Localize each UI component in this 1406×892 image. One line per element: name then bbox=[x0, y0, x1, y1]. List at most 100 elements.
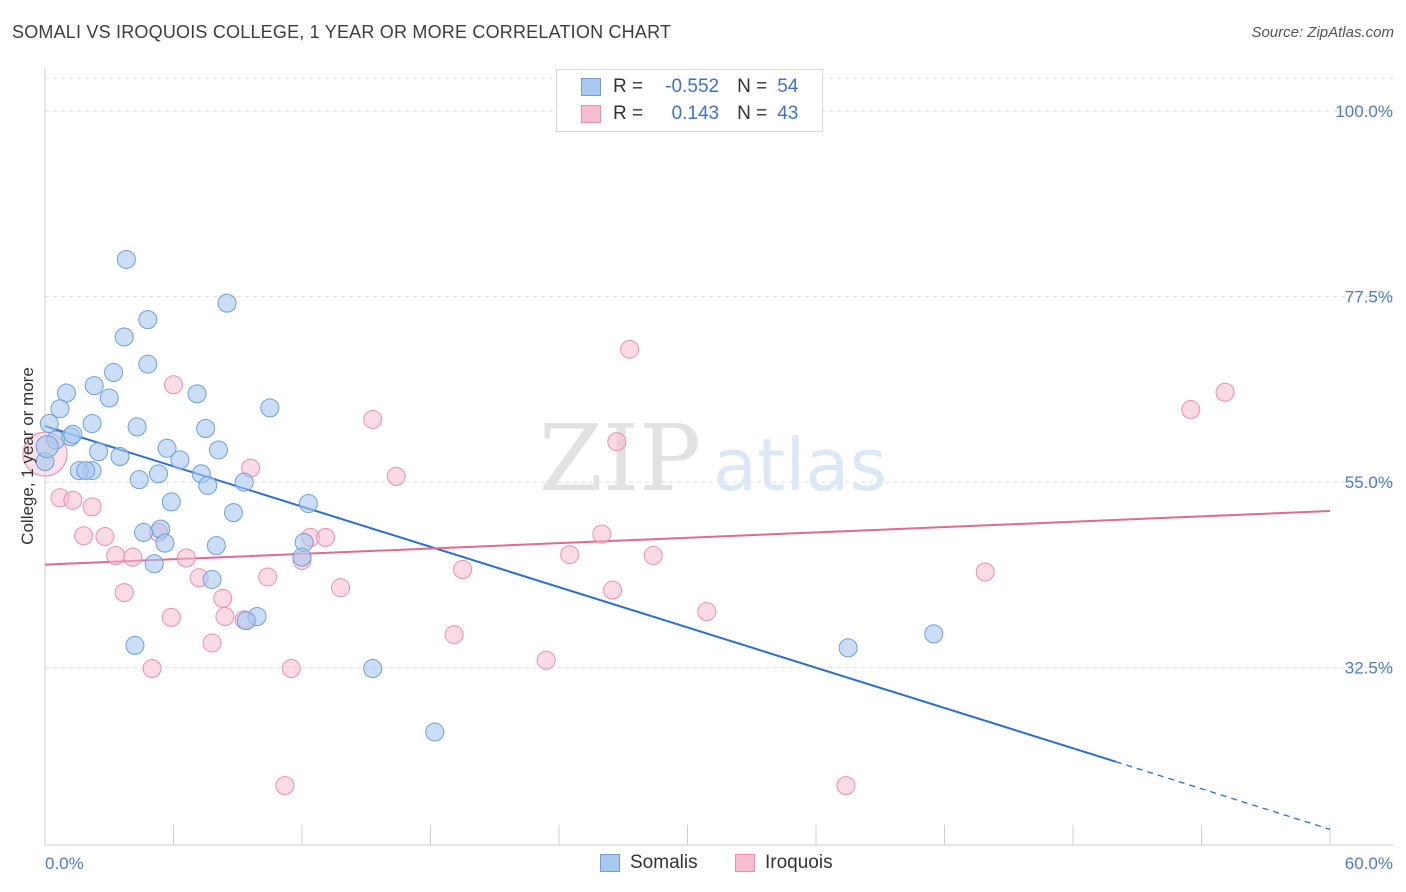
iroquois-point bbox=[453, 560, 473, 580]
somalis-point bbox=[196, 419, 216, 439]
iroquois-point bbox=[123, 547, 143, 567]
iroquois-point bbox=[213, 588, 233, 608]
somalis-points bbox=[35, 249, 944, 742]
watermark: ZIP atlas bbox=[539, 405, 887, 512]
watermark-atlas: atlas bbox=[713, 423, 887, 507]
iroquois-point bbox=[536, 650, 556, 670]
somalis-point bbox=[157, 438, 177, 458]
r-label: R = bbox=[613, 76, 644, 97]
legend-label-iroquois: Iroquois bbox=[765, 852, 833, 873]
y-axis-label: College, 1 year or more bbox=[18, 367, 37, 545]
somalis-point bbox=[39, 414, 59, 434]
chart-title: SOMALI VS IROQUOIS COLLEGE, 1 YEAR OR MO… bbox=[12, 22, 672, 42]
somalis-point bbox=[217, 293, 237, 313]
x-tick-label: 0.0% bbox=[45, 854, 84, 873]
watermark-zip: ZIP bbox=[539, 405, 701, 512]
somalis-point bbox=[223, 503, 243, 523]
somalis-point bbox=[110, 447, 130, 467]
correlation-legend: R = -0.552 N = 54 R = 0.143 N = 43 bbox=[556, 69, 823, 132]
iroquois-point bbox=[603, 580, 623, 600]
iroquois-point bbox=[620, 339, 640, 359]
y-tick-label: 55.0% bbox=[1345, 473, 1393, 492]
somalis-swatch bbox=[600, 854, 620, 872]
y-tick-label: 100.0% bbox=[1335, 102, 1393, 121]
somalis-point bbox=[116, 249, 136, 269]
y-tick-label: 77.5% bbox=[1345, 288, 1393, 307]
somalis-trend-line bbox=[44, 425, 1117, 763]
r-value: -0.552 bbox=[665, 76, 720, 97]
iroquois-swatch bbox=[581, 105, 601, 123]
somalis-point bbox=[155, 533, 175, 553]
somalis-point bbox=[82, 414, 102, 434]
somalis-swatch bbox=[581, 78, 601, 96]
somalis-point bbox=[260, 398, 280, 418]
iroquois-point bbox=[176, 548, 196, 568]
legend-item-iroquois: Iroquois bbox=[735, 852, 833, 874]
r-label: R = bbox=[613, 103, 644, 124]
iroquois-swatch bbox=[735, 854, 755, 872]
legend-row-somalis: R = -0.552 N = 54 bbox=[581, 75, 798, 99]
iroquois-point bbox=[63, 490, 83, 510]
somalis-point bbox=[198, 475, 218, 495]
n-value: 54 bbox=[777, 76, 799, 97]
somalis-point bbox=[298, 494, 318, 514]
iroquois-point bbox=[643, 546, 663, 566]
somalis-point bbox=[89, 442, 109, 462]
n-label: N = bbox=[737, 76, 768, 97]
x-tick-label: 60.0% bbox=[1345, 854, 1393, 873]
iroquois-point bbox=[106, 546, 126, 566]
iroquois-point bbox=[114, 583, 134, 603]
somalis-point bbox=[187, 384, 207, 404]
iroquois-point bbox=[975, 562, 995, 582]
iroquois-point bbox=[74, 526, 94, 546]
somalis-point bbox=[144, 554, 164, 574]
iroquois-point bbox=[592, 524, 612, 544]
somalis-point bbox=[99, 388, 119, 408]
iroquois-point bbox=[215, 607, 235, 627]
somalis-point bbox=[924, 624, 944, 644]
source-credit: Source: ZipAtlas.com bbox=[1251, 24, 1394, 41]
somalis-point bbox=[138, 310, 158, 330]
somalis-point bbox=[170, 450, 190, 470]
somalis-point bbox=[161, 492, 181, 512]
iroquois-point bbox=[258, 567, 278, 587]
somalis-point bbox=[35, 435, 59, 459]
somalis-point bbox=[425, 722, 445, 742]
iroquois-point bbox=[1215, 382, 1235, 402]
iroquois-point bbox=[316, 527, 336, 547]
legend-row-iroquois: R = 0.143 N = 43 bbox=[581, 102, 798, 126]
iroquois-point bbox=[275, 776, 295, 796]
somalis-point bbox=[206, 536, 226, 556]
somalis-point bbox=[134, 522, 154, 542]
somalis-point bbox=[127, 417, 147, 437]
somalis-point bbox=[104, 362, 124, 382]
somalis-point bbox=[202, 569, 222, 589]
somalis-point bbox=[129, 470, 149, 490]
somalis-point bbox=[50, 399, 70, 419]
iroquois-point bbox=[697, 602, 717, 622]
iroquois-point bbox=[444, 625, 464, 645]
somalis-point bbox=[125, 635, 145, 655]
iroquois-point bbox=[142, 659, 162, 679]
iroquois-point bbox=[331, 578, 351, 598]
n-value: 43 bbox=[777, 103, 799, 124]
r-value: 0.143 bbox=[671, 103, 720, 124]
iroquois-point bbox=[836, 776, 856, 796]
iroquois-point bbox=[560, 545, 580, 565]
somalis-point bbox=[292, 547, 312, 567]
iroquois-point bbox=[161, 607, 181, 627]
somalis-point bbox=[234, 472, 254, 492]
somalis-point bbox=[149, 464, 169, 484]
somalis-point bbox=[363, 659, 383, 679]
iroquois-point bbox=[607, 432, 627, 452]
n-label: N = bbox=[737, 103, 768, 124]
somalis-trend-extension bbox=[1115, 761, 1331, 830]
somalis-point bbox=[63, 424, 83, 444]
iroquois-point bbox=[1181, 400, 1201, 420]
somalis-point bbox=[838, 638, 858, 658]
somalis-point bbox=[114, 327, 134, 347]
iroquois-point bbox=[202, 633, 222, 653]
iroquois-point bbox=[386, 466, 406, 486]
iroquois-point bbox=[95, 527, 115, 547]
somalis-point bbox=[76, 461, 96, 481]
